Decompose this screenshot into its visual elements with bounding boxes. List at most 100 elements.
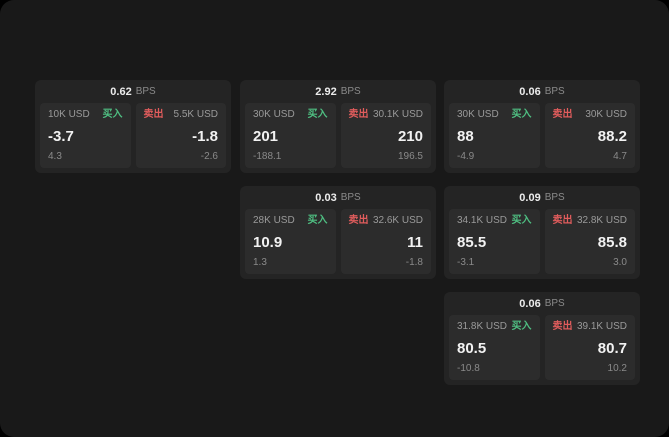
buy-amount: 30K USD — [457, 109, 499, 120]
sell-amount: 32.8K USD — [576, 215, 627, 226]
sell-quote-panel[interactable]: 卖出 30K USD 88.2 4.7 — [544, 103, 635, 168]
buy-amount: 10K USD — [48, 109, 90, 120]
sell-tag[interactable]: 卖出 — [143, 109, 164, 120]
buy-quote-panel[interactable]: 28K USD 买入 10.9 1.3 — [245, 209, 336, 274]
buy-amount: 28K USD — [253, 215, 295, 226]
panel-top-row: 30K USD 买入 — [253, 110, 328, 120]
buy-delta: -3.1 — [457, 257, 475, 268]
card-header: 2.92 BPS — [240, 80, 436, 103]
buy-price: 80.5 — [457, 339, 487, 357]
panel-top-row: 34.1K USD 买入 — [457, 216, 532, 226]
buy-quote-panel[interactable]: 30K USD 买入 201 -188.1 — [245, 103, 336, 168]
spread-card: 0.06 BPS 30K USD 买入 88 -4.9 卖出 30K USD 8… — [444, 80, 640, 173]
buy-delta: -4.9 — [457, 151, 475, 162]
panel-top-row: 卖出 32.8K USD — [553, 216, 628, 226]
buy-price: 88 — [457, 127, 474, 145]
panel-top-row: 28K USD 买入 — [253, 216, 328, 226]
quote-panels: 34.1K USD 买入 85.5 -3.1 卖出 32.8K USD 85.8… — [444, 209, 640, 279]
panel-top-row: 卖出 5.5K USD — [144, 110, 219, 120]
buy-tag[interactable]: 买入 — [102, 109, 123, 120]
panel-top-row: 31.8K USD 买入 — [457, 322, 532, 332]
panel-top-row: 30K USD 买入 — [457, 110, 532, 120]
quote-panels: 30K USD 买入 201 -188.1 卖出 30.1K USD 210 1… — [240, 103, 436, 173]
buy-tag[interactable]: 买入 — [511, 109, 532, 120]
panel-top-row: 卖出 30K USD — [553, 110, 628, 120]
sell-price: 85.8 — [597, 233, 627, 251]
spread-card: 0.06 BPS 31.8K USD 买入 80.5 -10.8 卖出 39.1… — [444, 292, 640, 385]
buy-amount: 34.1K USD — [457, 215, 508, 226]
buy-tag[interactable]: 买入 — [307, 215, 328, 226]
sell-quote-panel[interactable]: 卖出 32.8K USD 85.8 3.0 — [544, 209, 635, 274]
spread-card: 0.62 BPS 10K USD 买入 -3.7 4.3 卖出 5.5K USD… — [35, 80, 231, 173]
sell-price: 80.7 — [597, 339, 627, 357]
sell-amount: 5.5K USD — [173, 109, 218, 120]
card-header: 0.06 BPS — [444, 80, 640, 103]
sell-price: 210 — [397, 127, 423, 145]
buy-price: 201 — [253, 127, 279, 145]
quote-panels: 10K USD 买入 -3.7 4.3 卖出 5.5K USD -1.8 -2.… — [35, 103, 231, 173]
sell-quote-panel[interactable]: 卖出 32.6K USD 11 -1.8 — [340, 209, 431, 274]
panel-top-row: 卖出 30.1K USD — [349, 110, 424, 120]
buy-quote-panel[interactable]: 10K USD 买入 -3.7 4.3 — [40, 103, 131, 168]
buy-delta: 1.3 — [253, 257, 267, 268]
sell-delta: 4.7 — [613, 151, 627, 162]
bps-value: 2.92 — [315, 85, 337, 98]
sell-tag[interactable]: 卖出 — [552, 215, 573, 226]
sell-tag[interactable]: 卖出 — [348, 215, 369, 226]
buy-amount: 31.8K USD — [457, 321, 508, 332]
sell-quote-panel[interactable]: 卖出 39.1K USD 80.7 10.2 — [544, 315, 635, 380]
bps-label: BPS — [544, 192, 565, 203]
buy-tag[interactable]: 买入 — [511, 215, 532, 226]
buy-delta: -188.1 — [253, 151, 282, 162]
quote-panels: 28K USD 买入 10.9 1.3 卖出 32.6K USD 11 -1.8 — [240, 209, 436, 279]
sell-quote-panel[interactable]: 卖出 30.1K USD 210 196.5 — [340, 103, 431, 168]
bps-label: BPS — [340, 86, 361, 97]
quote-panels: 31.8K USD 买入 80.5 -10.8 卖出 39.1K USD 80.… — [444, 315, 640, 385]
sell-amount: 30K USD — [585, 109, 627, 120]
sell-tag[interactable]: 卖出 — [552, 109, 573, 120]
spread-card: 0.09 BPS 34.1K USD 买入 85.5 -3.1 卖出 32.8K… — [444, 186, 640, 279]
sell-amount: 30.1K USD — [372, 109, 423, 120]
sell-delta: 3.0 — [613, 257, 627, 268]
buy-delta: 4.3 — [48, 151, 62, 162]
sell-delta: -2.6 — [200, 151, 218, 162]
buy-price: 10.9 — [253, 233, 283, 251]
sell-delta: 10.2 — [607, 363, 627, 374]
bps-label: BPS — [340, 192, 361, 203]
bps-value: 0.03 — [315, 191, 337, 204]
card-header: 0.06 BPS — [444, 292, 640, 315]
buy-price: -3.7 — [48, 127, 74, 145]
panel-top-row: 10K USD 买入 — [48, 110, 123, 120]
sell-delta: 196.5 — [397, 151, 423, 162]
sell-amount: 32.6K USD — [372, 215, 423, 226]
sell-tag[interactable]: 卖出 — [348, 109, 369, 120]
buy-tag[interactable]: 买入 — [307, 109, 328, 120]
panel-top-row: 卖出 39.1K USD — [553, 322, 628, 332]
sell-price: -1.8 — [192, 127, 218, 145]
sell-price: 11 — [407, 233, 423, 251]
bps-value: 0.09 — [519, 191, 541, 204]
buy-quote-panel[interactable]: 30K USD 买入 88 -4.9 — [449, 103, 540, 168]
bps-label: BPS — [544, 86, 565, 97]
sell-delta: -1.8 — [405, 257, 423, 268]
sell-price: 88.2 — [597, 127, 627, 145]
buy-delta: -10.8 — [457, 363, 480, 374]
buy-quote-panel[interactable]: 31.8K USD 买入 80.5 -10.8 — [449, 315, 540, 380]
sell-quote-panel[interactable]: 卖出 5.5K USD -1.8 -2.6 — [135, 103, 226, 168]
spread-card: 0.03 BPS 28K USD 买入 10.9 1.3 卖出 32.6K US… — [240, 186, 436, 279]
card-header: 0.09 BPS — [444, 186, 640, 209]
buy-tag[interactable]: 买入 — [511, 321, 532, 332]
bps-label: BPS — [135, 86, 156, 97]
panel-top-row: 卖出 32.6K USD — [349, 216, 424, 226]
bps-value: 0.62 — [110, 85, 132, 98]
quote-panels: 30K USD 买入 88 -4.9 卖出 30K USD 88.2 4.7 — [444, 103, 640, 173]
bps-value: 0.06 — [519, 85, 541, 98]
bps-value: 0.06 — [519, 297, 541, 310]
buy-price: 85.5 — [457, 233, 487, 251]
buy-quote-panel[interactable]: 34.1K USD 买入 85.5 -3.1 — [449, 209, 540, 274]
spread-card: 2.92 BPS 30K USD 买入 201 -188.1 卖出 30.1K … — [240, 80, 436, 173]
card-header: 0.62 BPS — [35, 80, 231, 103]
sell-amount: 39.1K USD — [576, 321, 627, 332]
sell-tag[interactable]: 卖出 — [552, 321, 573, 332]
